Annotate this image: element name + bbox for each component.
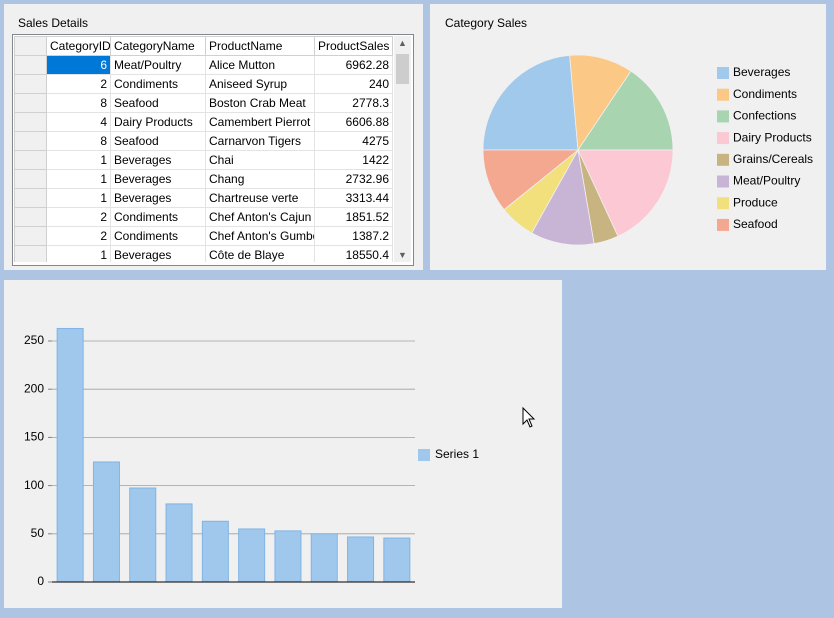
row-header [14, 207, 47, 227]
table: CategoryID CategoryName ProductName Product… [14, 36, 393, 262]
table-cell[interactable]: Seafood [110, 131, 206, 151]
legend-label: Produce [733, 195, 778, 209]
legend-swatch [717, 197, 729, 210]
y-tick-label: 200 [24, 381, 44, 395]
y-tick-label: 50 [31, 526, 45, 540]
legend-swatch [717, 153, 729, 166]
table-cell[interactable]: 1387.2 [314, 226, 393, 246]
table-row[interactable]: 1 Beverages Côte de Blaye 18550.4 [14, 245, 393, 262]
row-header [14, 245, 47, 262]
scroll-thumb[interactable] [396, 54, 409, 84]
bar [56, 327, 84, 583]
legend-label: Confections [733, 109, 796, 123]
bar [129, 487, 157, 583]
scrollbar[interactable]: ▲ ▼ [394, 36, 411, 262]
column-header: ProductSales [314, 36, 393, 56]
legend-swatch [717, 132, 729, 145]
table-row[interactable]: 2 Condiments Aniseed Syrup 240 [14, 74, 393, 94]
scroll-down[interactable]: ▼ [398, 250, 407, 260]
scroll-up[interactable]: ▲ [398, 38, 407, 48]
table-cell[interactable]: Côte de Blaye [205, 245, 315, 262]
legend-label: Dairy Products [733, 130, 812, 144]
bar [92, 461, 120, 583]
table-cell[interactable]: 6962.28 [314, 55, 393, 75]
bar [201, 520, 229, 583]
column-header: CategoryName [110, 36, 206, 56]
y-tick-label: 0 [37, 574, 44, 588]
pie-slice [482, 54, 579, 151]
legend-swatch [717, 110, 729, 123]
table-row[interactable]: 8 Seafood Carnarvon Tigers 4275 [14, 131, 393, 151]
y-tick-label: 100 [24, 478, 44, 492]
legend-swatch [717, 218, 729, 231]
legend-swatch [717, 175, 729, 188]
pie-slice [577, 149, 674, 237]
bar [383, 537, 411, 583]
table-cell[interactable]: Beverages [110, 188, 206, 208]
table-row[interactable]: 6 Meat/Poultry Alice Mutton 6962.28 [14, 55, 393, 75]
table-row[interactable]: 1 Beverages Chang 2732.96 [14, 169, 393, 189]
table-cell[interactable]: 1851.52 [314, 207, 393, 227]
table-cell[interactable]: Seafood [110, 93, 206, 113]
legend-label: Condiments [733, 87, 797, 101]
table-cell[interactable]: Carnarvon Tigers [205, 131, 315, 151]
table-row[interactable]: 8 Seafood Boston Crab Meat 2778.3 [14, 93, 393, 113]
mouse-cursor [522, 406, 536, 428]
bar [238, 528, 266, 583]
pie-title: Category Sales [445, 16, 527, 30]
y-tick-label: 250 [24, 333, 44, 347]
table-cell[interactable]: 18550.4 [314, 245, 393, 262]
table-cell[interactable]: 2732.96 [314, 169, 393, 189]
table-row[interactable]: 1 Beverages Chartreuse verte 3313.44 [14, 188, 393, 208]
legend-label: Grains/Cereals [733, 152, 813, 166]
legend-swatch [418, 449, 430, 461]
row-header [14, 112, 47, 132]
legend-label: Seafood [733, 217, 778, 231]
bar [310, 533, 338, 583]
bar [274, 530, 302, 583]
y-tick-label: 150 [24, 430, 44, 444]
bar [347, 536, 375, 583]
table-cell[interactable]: Condiments [110, 74, 206, 94]
table-cell[interactable]: Dairy Products [110, 112, 206, 132]
legend-swatch [717, 67, 729, 79]
data-grid[interactable]: CategoryID CategoryName ProductName Product… [14, 36, 394, 262]
row-header [14, 74, 47, 94]
pie-slice [577, 70, 674, 151]
legend-label: Meat/Poultry [733, 174, 800, 188]
legend-label: Beverages [733, 65, 790, 79]
table-cell[interactable]: Boston Crab Meat [205, 93, 315, 113]
legend-label: Series 1 [435, 447, 479, 461]
column-header: CategoryID [46, 36, 111, 56]
table-title: Sales Details [18, 16, 89, 30]
pie-slice [482, 149, 580, 211]
row-header [14, 188, 47, 208]
bar [165, 503, 193, 583]
table-cell[interactable]: Aniseed Syrup [205, 74, 315, 94]
legend-swatch [717, 88, 729, 101]
table-cell[interactable]: 6 [46, 55, 111, 75]
